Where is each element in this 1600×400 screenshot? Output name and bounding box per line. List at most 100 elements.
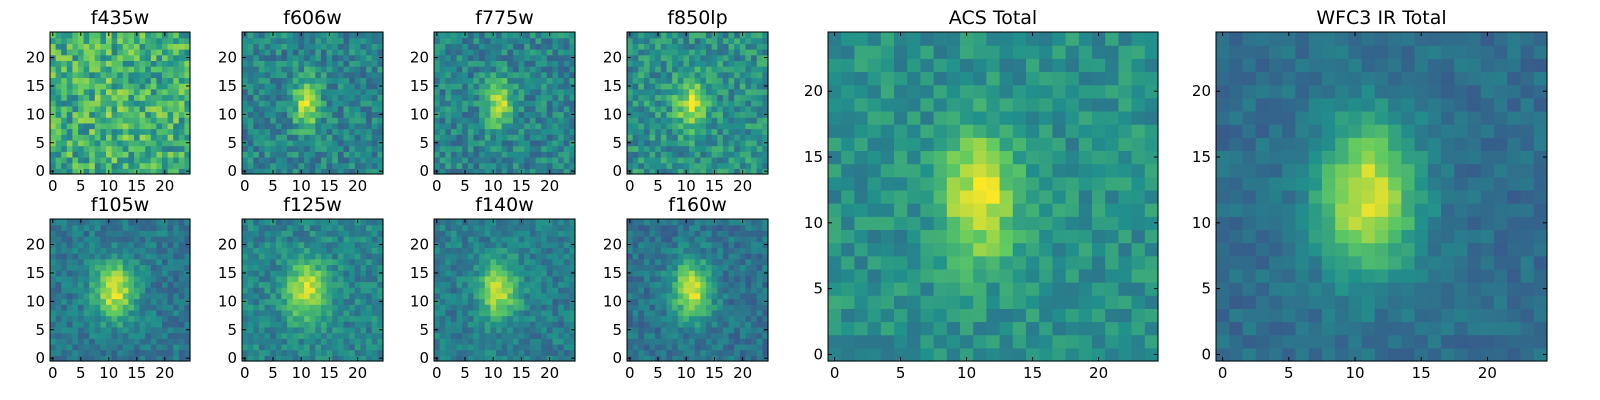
heatmap-cell (61, 343, 68, 351)
heatmap-cell (253, 83, 260, 90)
heatmap-cell (473, 292, 480, 300)
heatmap-cell (672, 168, 679, 175)
heatmap-cell (660, 275, 668, 283)
heatmap-cell (484, 338, 491, 345)
heatmap-cell (496, 258, 503, 266)
heatmap-cell (287, 71, 294, 79)
heatmap-cell (666, 37, 673, 44)
heatmap-cell (128, 349, 135, 356)
heatmap-cell (762, 37, 769, 44)
heatmap-cell (541, 43, 548, 50)
heatmap-cell (479, 253, 486, 260)
heatmap-cell (677, 355, 684, 362)
heatmap-cell (55, 105, 62, 113)
heatmap-cell (128, 304, 135, 311)
heatmap-cell (349, 304, 356, 311)
heatmap-cell (569, 156, 576, 164)
heatmap-cell (535, 264, 542, 271)
heatmap-cell (484, 32, 491, 39)
heatmap-cell (694, 270, 701, 277)
heatmap-cell (122, 326, 129, 334)
heatmap-cell (134, 321, 141, 328)
heatmap-cell (117, 88, 124, 96)
heatmap-cell (332, 309, 339, 317)
heatmap-cell (275, 264, 283, 271)
heatmap-cell (50, 247, 57, 254)
heatmap-cell (700, 128, 707, 135)
heatmap-cell (638, 321, 645, 328)
heatmap-cell (360, 134, 367, 141)
heatmap-cell (304, 100, 311, 107)
heatmap-cell (512, 355, 520, 362)
heatmap-cell (484, 66, 491, 73)
heatmap-cell (309, 49, 316, 56)
heatmap-cell (445, 219, 452, 226)
heatmap-cell (128, 83, 135, 90)
heatmap-cell (569, 292, 576, 300)
heatmap-cell (756, 32, 763, 39)
heatmap-cell (111, 304, 118, 311)
heatmap-cell (512, 315, 520, 322)
heatmap-cell (524, 292, 531, 300)
heatmap-cell (535, 168, 542, 175)
heatmap-cell (655, 139, 662, 147)
heatmap-cell (292, 111, 299, 118)
heatmap-cell (83, 94, 90, 101)
heatmap-cell (167, 122, 174, 130)
heatmap-cell (518, 275, 525, 283)
heatmap-cell (445, 315, 452, 322)
heatmap-cell (122, 105, 129, 113)
heatmap-cell (50, 224, 57, 231)
heatmap-cell (643, 71, 651, 79)
heatmap-cell (122, 134, 129, 141)
heatmap-cell (563, 162, 570, 169)
heatmap-cell (529, 37, 537, 44)
heatmap-cell (546, 309, 554, 317)
heatmap-cell (655, 275, 662, 283)
heatmap-cell (439, 145, 446, 152)
heatmap-cell (66, 145, 73, 152)
heatmap-cell (61, 60, 68, 67)
heatmap-cell (371, 66, 378, 73)
heatmap-cell (473, 326, 480, 334)
heatmap-cell (337, 134, 345, 141)
heatmap-cell (156, 94, 163, 101)
heatmap-cell (139, 304, 146, 311)
heatmap-cell (490, 292, 497, 300)
heatmap-cell (745, 292, 752, 300)
heatmap-cell (728, 134, 735, 141)
heatmap-cell (117, 349, 124, 356)
heatmap-cell (242, 105, 249, 113)
heatmap-cell (173, 247, 180, 254)
heatmap-cell (734, 343, 741, 351)
heatmap-cell (717, 168, 724, 175)
heatmap-cell (479, 43, 486, 50)
heatmap-cell (139, 94, 146, 101)
heatmap-cell (518, 37, 525, 44)
heatmap-cell (751, 326, 758, 334)
heatmap-cell (728, 49, 735, 56)
heatmap-cell (156, 230, 163, 237)
heatmap-cell (106, 151, 113, 158)
heatmap-cell (541, 338, 548, 345)
heatmap-cell (134, 241, 141, 248)
heatmap-cell (66, 162, 73, 169)
heatmap-cell (535, 338, 542, 345)
heatmap-cell (343, 253, 350, 260)
heatmap-cell (360, 309, 367, 317)
heatmap-cell (89, 275, 96, 283)
heatmap-cell (638, 43, 645, 50)
heatmap-cell (507, 224, 514, 231)
heatmap-cell (552, 281, 559, 288)
heatmap-cell (72, 355, 79, 362)
heatmap-cell (100, 100, 107, 107)
heatmap-cell (717, 298, 724, 305)
heatmap-cell (134, 94, 141, 101)
heatmap-cell (660, 77, 668, 84)
heatmap-cell (253, 338, 260, 345)
heatmap-cell (501, 83, 508, 90)
heatmap-cell (122, 151, 129, 158)
heatmap-cell (627, 66, 634, 73)
heatmap-cell (546, 304, 554, 311)
heatmap-cell (332, 355, 339, 362)
